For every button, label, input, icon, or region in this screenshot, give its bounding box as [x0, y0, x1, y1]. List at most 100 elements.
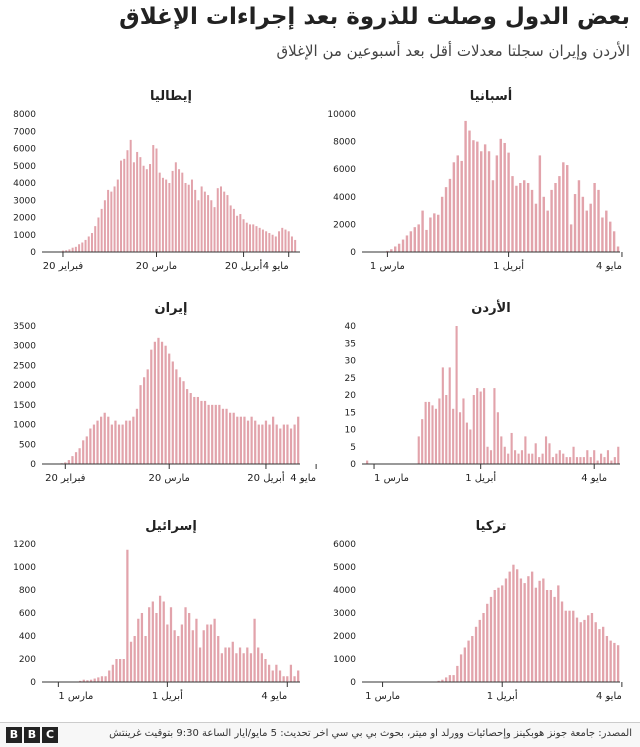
bar [431, 405, 433, 464]
bar [435, 409, 437, 464]
bar [246, 223, 248, 252]
bar [94, 679, 96, 682]
y-tick-label: 0 [30, 678, 36, 688]
bar [206, 625, 208, 683]
bar [96, 421, 98, 464]
bar [197, 200, 199, 252]
bar [456, 326, 458, 464]
bar [504, 447, 506, 464]
bar [545, 436, 547, 464]
bar [553, 597, 555, 682]
y-tick-label: 3000 [13, 196, 36, 206]
bar [511, 433, 513, 464]
bar [82, 440, 84, 464]
bar [72, 248, 74, 252]
y-tick-label: 200 [19, 655, 36, 665]
bar [240, 417, 242, 464]
bar [93, 425, 95, 464]
bar [559, 450, 561, 464]
bar [562, 454, 564, 464]
y-tick-label: 1000 [13, 231, 36, 241]
bar [531, 454, 533, 464]
bar [213, 619, 215, 682]
bar [561, 602, 563, 683]
bar [568, 611, 570, 682]
bar [460, 161, 462, 252]
bar [293, 676, 295, 682]
bar [467, 641, 469, 682]
bar [527, 576, 529, 682]
bar [486, 604, 488, 682]
y-tick-label: 2000 [13, 214, 36, 224]
bar [154, 342, 156, 464]
bar [610, 461, 612, 464]
bar [580, 622, 582, 682]
bar [519, 183, 521, 252]
bar [217, 188, 219, 252]
bar [107, 190, 109, 252]
bar [449, 367, 451, 464]
bar [78, 244, 80, 252]
bar [272, 671, 274, 683]
bar [195, 619, 197, 682]
y-tick-label: 40 [345, 322, 357, 332]
bar [473, 395, 475, 464]
bar [68, 460, 70, 464]
bar [148, 607, 150, 682]
bar [523, 180, 525, 252]
bar [555, 454, 557, 464]
bar [294, 425, 296, 464]
bar [174, 630, 176, 682]
bar [569, 457, 571, 464]
bar [262, 230, 264, 252]
x-tick-label: 4 مايو [263, 261, 289, 272]
bar [442, 367, 444, 464]
bar [89, 429, 91, 464]
bar [265, 421, 267, 464]
bar [417, 224, 419, 252]
bar [601, 218, 603, 253]
bar [185, 183, 187, 252]
bar [253, 619, 255, 682]
bar [471, 636, 473, 682]
bar [480, 392, 482, 464]
bar [192, 630, 194, 682]
y-tick-label: 1000 [13, 421, 36, 431]
bar [221, 653, 223, 682]
bar [252, 224, 254, 252]
y-tick-label: 8000 [333, 138, 356, 148]
bbc-logo-letter: C [42, 727, 58, 743]
chart-italy: إيطاليا010002000300040005000600070008000… [0, 84, 320, 290]
bar [590, 457, 592, 464]
bar [452, 675, 454, 682]
y-tick-label: 35 [345, 339, 356, 349]
bar [550, 590, 552, 682]
bar [449, 675, 451, 682]
bar [562, 162, 564, 252]
bar [457, 155, 459, 252]
bar [166, 625, 168, 683]
y-tick-label: 5000 [333, 563, 356, 573]
y-tick-label: 15 [345, 408, 356, 418]
bar [104, 676, 106, 682]
bar [543, 197, 545, 252]
bar [421, 419, 423, 464]
bar [162, 178, 164, 252]
bar [119, 659, 121, 682]
x-tick-label: 4 مايو [596, 691, 622, 702]
bar [149, 164, 151, 252]
bar [290, 665, 292, 682]
bar [146, 169, 148, 252]
bar [104, 200, 106, 252]
y-tick-label: 6000 [13, 145, 36, 155]
bar [578, 180, 580, 252]
bar [527, 183, 529, 252]
bar [576, 457, 578, 464]
bar [147, 369, 149, 464]
bar [515, 186, 517, 252]
bar [75, 452, 77, 464]
bar [281, 228, 283, 252]
bar [85, 240, 87, 252]
bar [294, 240, 296, 252]
bar [586, 450, 588, 464]
